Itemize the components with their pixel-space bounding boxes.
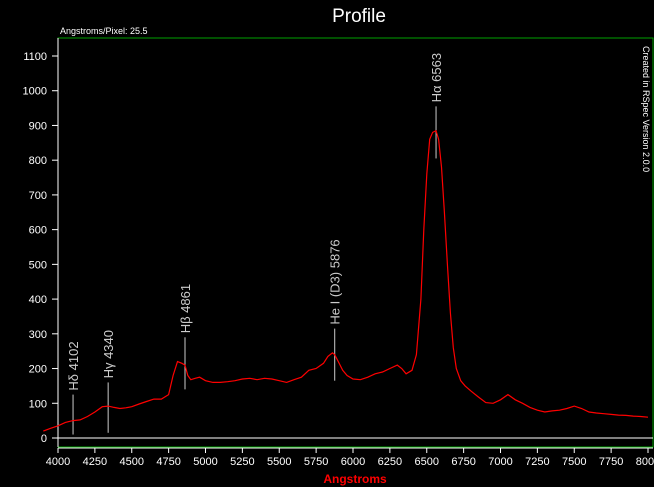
x-tick-label: 6250 <box>378 456 402 468</box>
x-tick-label: 4750 <box>156 456 180 468</box>
marker-label: Hα 6563 <box>429 53 444 102</box>
x-tick-label: 5250 <box>230 456 254 468</box>
rspec-version-note: Created in RSpec Version 2.0.0 <box>641 46 651 172</box>
y-tick-label: 0 <box>41 433 47 445</box>
x-tick-label: 6500 <box>415 456 439 468</box>
x-tick-label: 5750 <box>304 456 328 468</box>
x-tick-label: 7000 <box>488 456 512 468</box>
x-tick-label: 7750 <box>599 456 623 468</box>
y-tick-label: 100 <box>29 398 47 410</box>
tick-labels: 0 100 200 300 400 500 600 700 800 900 1000 1100 4000… <box>23 51 654 468</box>
x-tick-label: 8000 <box>636 456 654 468</box>
axes <box>52 38 653 453</box>
x-tick-label: 4250 <box>83 456 107 468</box>
y-tick-label: 1100 <box>23 51 47 63</box>
x-tick-label: 7500 <box>562 456 586 468</box>
chart-title: Profile <box>332 6 386 27</box>
y-tick-label: 800 <box>29 155 47 167</box>
x-tick-label: 4500 <box>120 456 144 468</box>
x-tick-label: 6750 <box>451 456 475 468</box>
marker-label: Hγ 4340 <box>101 330 116 378</box>
y-tick-label: 300 <box>29 329 47 341</box>
x-tick-label: 4000 <box>46 456 70 468</box>
marker-label: Hδ 4102 <box>66 341 81 390</box>
y-tick-label: 400 <box>29 294 47 306</box>
y-tick-label: 900 <box>29 120 47 132</box>
y-tick-label: 500 <box>29 259 47 271</box>
marker-label: He I (D3) 5876 <box>328 239 343 324</box>
x-axis-label: Angstroms <box>323 472 387 486</box>
y-tick-label: 600 <box>29 225 47 237</box>
x-tick-label: 5000 <box>193 456 217 468</box>
spectral-line-markers: Hδ 4102 Hγ 4340 Hβ 4861 He I (D3) 5876 Hα 65… <box>66 53 444 435</box>
marker-label: Hβ 4861 <box>178 284 193 333</box>
profile-line <box>43 129 649 432</box>
x-tick-label: 5500 <box>267 456 291 468</box>
x-tick-label: 7250 <box>525 456 549 468</box>
angstroms-per-pixel-note: Angstroms/Pixel: 25.5 <box>60 26 148 36</box>
y-tick-label: 700 <box>29 190 47 202</box>
y-tick-label: 200 <box>29 364 47 376</box>
x-tick-label: 6000 <box>341 456 365 468</box>
y-tick-label: 1000 <box>23 86 47 98</box>
plot-frame <box>57 37 654 448</box>
